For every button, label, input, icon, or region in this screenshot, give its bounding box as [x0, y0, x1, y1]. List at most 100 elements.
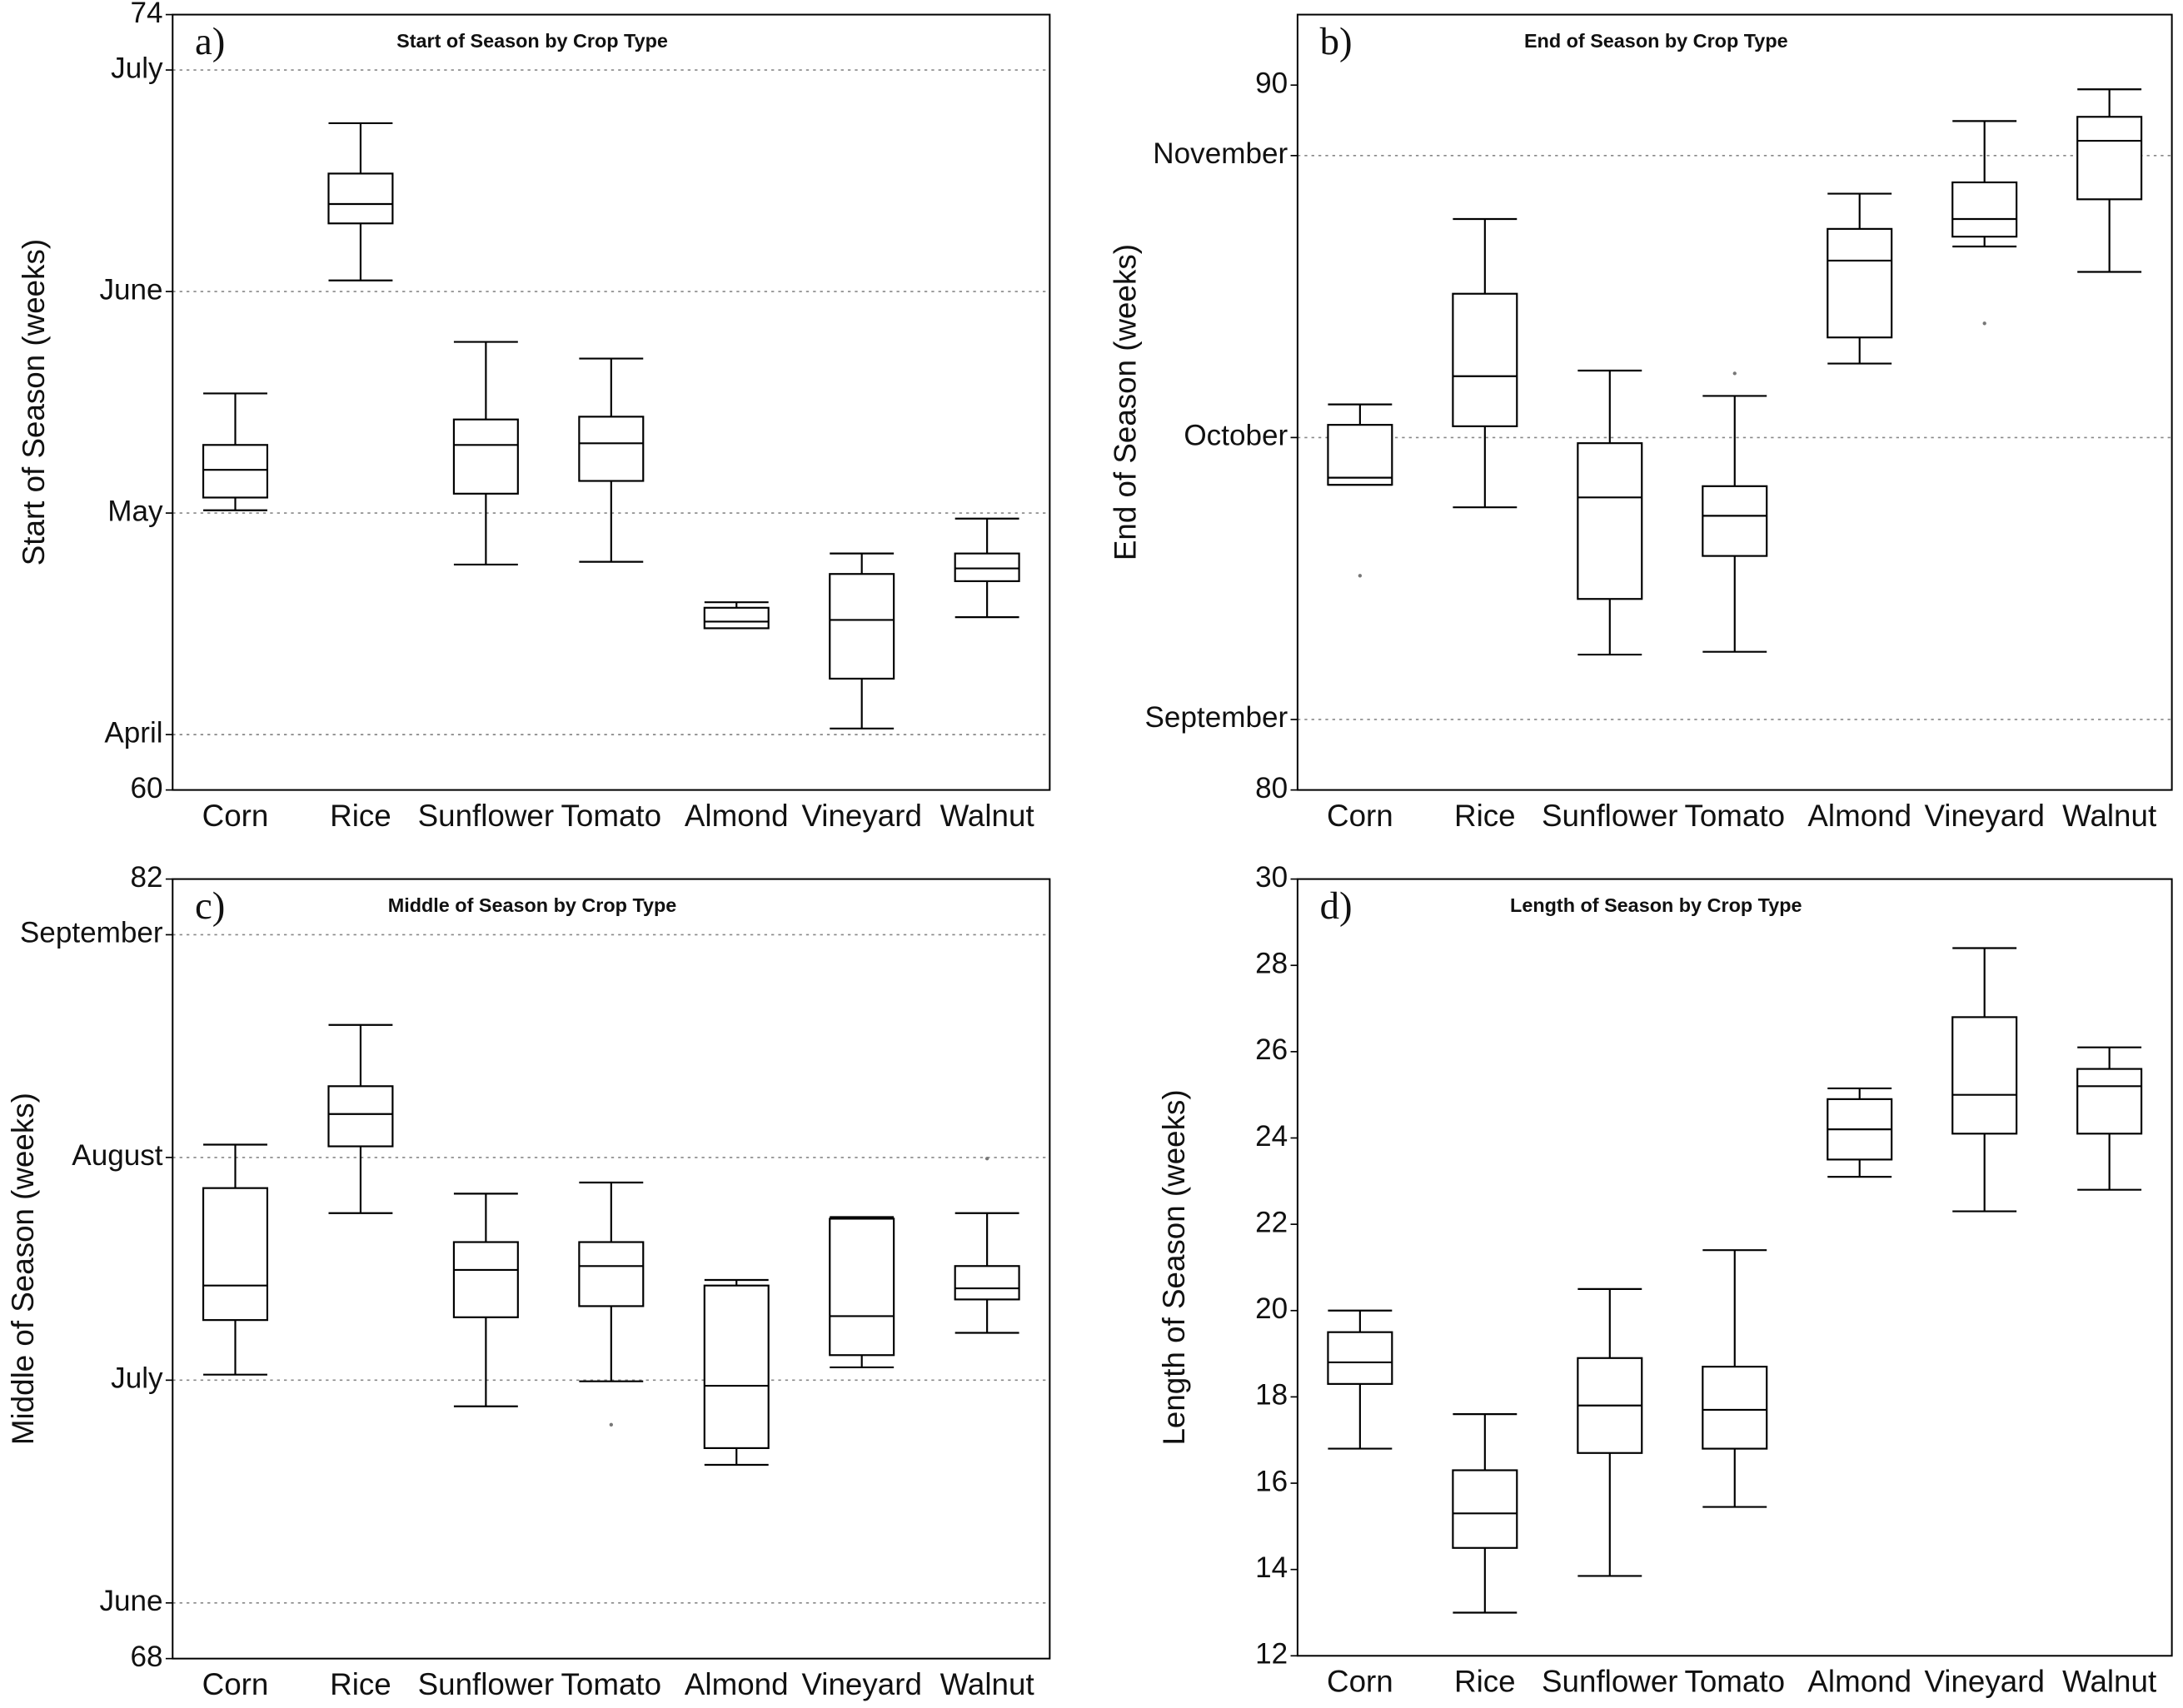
y-tick-label: 12 — [1255, 1638, 1288, 1671]
y-tick-label: 60 — [131, 772, 163, 804]
y-tick-label: June — [99, 1585, 162, 1617]
box — [327, 172, 394, 225]
box — [1951, 181, 2018, 238]
chart-title: Length of Season by Crop Type — [1510, 894, 1802, 916]
x-tick-label: Vineyard — [1924, 1664, 2044, 1698]
box — [1327, 424, 1393, 486]
x-tick-label: Corn — [202, 799, 269, 833]
box — [327, 1085, 394, 1148]
y-tick-label: 22 — [1255, 1206, 1288, 1238]
x-tick-label: Walnut — [2062, 799, 2156, 833]
y-tick-label: May — [107, 495, 163, 527]
y-tick-label: 26 — [1255, 1033, 1288, 1066]
x-tick-label: Sunflower — [1542, 799, 1678, 833]
x-tick-label: Corn — [1327, 1664, 1393, 1698]
outlier — [609, 1422, 613, 1427]
x-tick-label: Vineyard — [801, 1667, 921, 1701]
y-tick-label: 18 — [1255, 1379, 1288, 1412]
outlier — [1982, 321, 1986, 326]
y-tick-label: July — [111, 1362, 163, 1395]
y-tick-label: 20 — [1255, 1292, 1288, 1325]
outlier — [1358, 574, 1363, 578]
box — [2076, 116, 2143, 201]
x-tick-label: Almond — [685, 1667, 789, 1701]
y-tick-label: 24 — [1255, 1120, 1288, 1153]
y-tick-label: April — [104, 716, 162, 749]
y-tick-label: 16 — [1255, 1465, 1288, 1497]
box — [202, 1187, 269, 1322]
box — [202, 444, 269, 499]
x-tick-label: Tomato — [1684, 1664, 1785, 1698]
y-tick-label: 28 — [1255, 947, 1288, 979]
box — [703, 1284, 770, 1450]
box — [1327, 1331, 1393, 1385]
y-tick-label: November — [1153, 137, 1288, 170]
panel-label: c) — [195, 884, 225, 928]
outlier — [1732, 371, 1737, 376]
plot-frame — [1296, 878, 2173, 1657]
box — [1951, 1016, 2018, 1135]
x-tick-label: Walnut — [940, 1667, 1034, 1701]
box — [1452, 1469, 1518, 1549]
y-tick-label: 68 — [131, 1641, 163, 1673]
box — [452, 418, 519, 495]
panel-label: b) — [1320, 20, 1353, 63]
box — [452, 1241, 519, 1318]
x-tick-label: Tomato — [561, 1667, 662, 1701]
x-tick-label: Rice — [1454, 1664, 1516, 1698]
plot-frame — [1296, 13, 2173, 791]
y-axis-label: Length of Season (weeks) — [1157, 1089, 1191, 1445]
y-tick-label: October — [1184, 420, 1288, 452]
x-tick-label: Sunflower — [418, 1667, 555, 1701]
box — [1452, 292, 1518, 427]
plot-frame — [172, 878, 1051, 1660]
x-tick-label: Sunflower — [418, 799, 555, 833]
box — [1702, 1366, 1768, 1450]
y-tick-label: 74 — [131, 0, 163, 29]
y-tick-label: July — [111, 52, 163, 84]
x-tick-label: Almond — [1807, 1664, 1911, 1698]
box — [578, 416, 645, 482]
box — [954, 552, 1020, 582]
x-tick-label: Tomato — [1684, 799, 1785, 833]
x-tick-label: Rice — [1454, 799, 1516, 833]
x-tick-label: Tomato — [561, 799, 662, 833]
y-tick-label: 14 — [1255, 1551, 1288, 1584]
box — [1577, 442, 1643, 600]
x-tick-label: Corn — [1327, 799, 1393, 833]
box — [829, 1218, 895, 1357]
y-tick-label: 90 — [1255, 67, 1288, 99]
panel-label: d) — [1320, 884, 1353, 928]
x-tick-label: Almond — [685, 799, 789, 833]
y-tick-label: 30 — [1255, 861, 1288, 894]
y-tick-label: September — [1145, 701, 1288, 734]
box — [578, 1241, 645, 1307]
x-tick-label: Rice — [330, 1667, 391, 1701]
x-tick-label: Corn — [202, 1667, 269, 1701]
box — [2076, 1068, 2143, 1135]
box — [954, 1265, 1020, 1301]
x-tick-label: Almond — [1807, 799, 1911, 833]
box — [703, 606, 770, 630]
x-tick-label: Walnut — [2062, 1664, 2156, 1698]
y-tick-label: June — [99, 273, 162, 306]
box — [1827, 227, 1893, 339]
x-tick-label: Walnut — [940, 799, 1034, 833]
box — [829, 573, 895, 680]
chart-title: Middle of Season by Crop Type — [388, 894, 677, 916]
x-tick-label: Rice — [330, 799, 391, 833]
y-axis-label: Start of Season (weeks) — [17, 239, 51, 565]
y-tick-label: September — [20, 917, 163, 949]
x-tick-label: Sunflower — [1542, 1664, 1678, 1698]
x-tick-label: Vineyard — [1924, 799, 2044, 833]
chart-title: End of Season by Crop Type — [1524, 30, 1788, 52]
y-tick-label: 80 — [1255, 772, 1288, 804]
x-tick-label: Vineyard — [801, 799, 921, 833]
y-tick-label: August — [72, 1139, 163, 1172]
y-tick-label: 82 — [131, 861, 163, 894]
y-axis-label: Middle of Season (weeks) — [6, 1093, 40, 1445]
plot-frame — [172, 13, 1051, 791]
panel-label: a) — [195, 20, 225, 63]
